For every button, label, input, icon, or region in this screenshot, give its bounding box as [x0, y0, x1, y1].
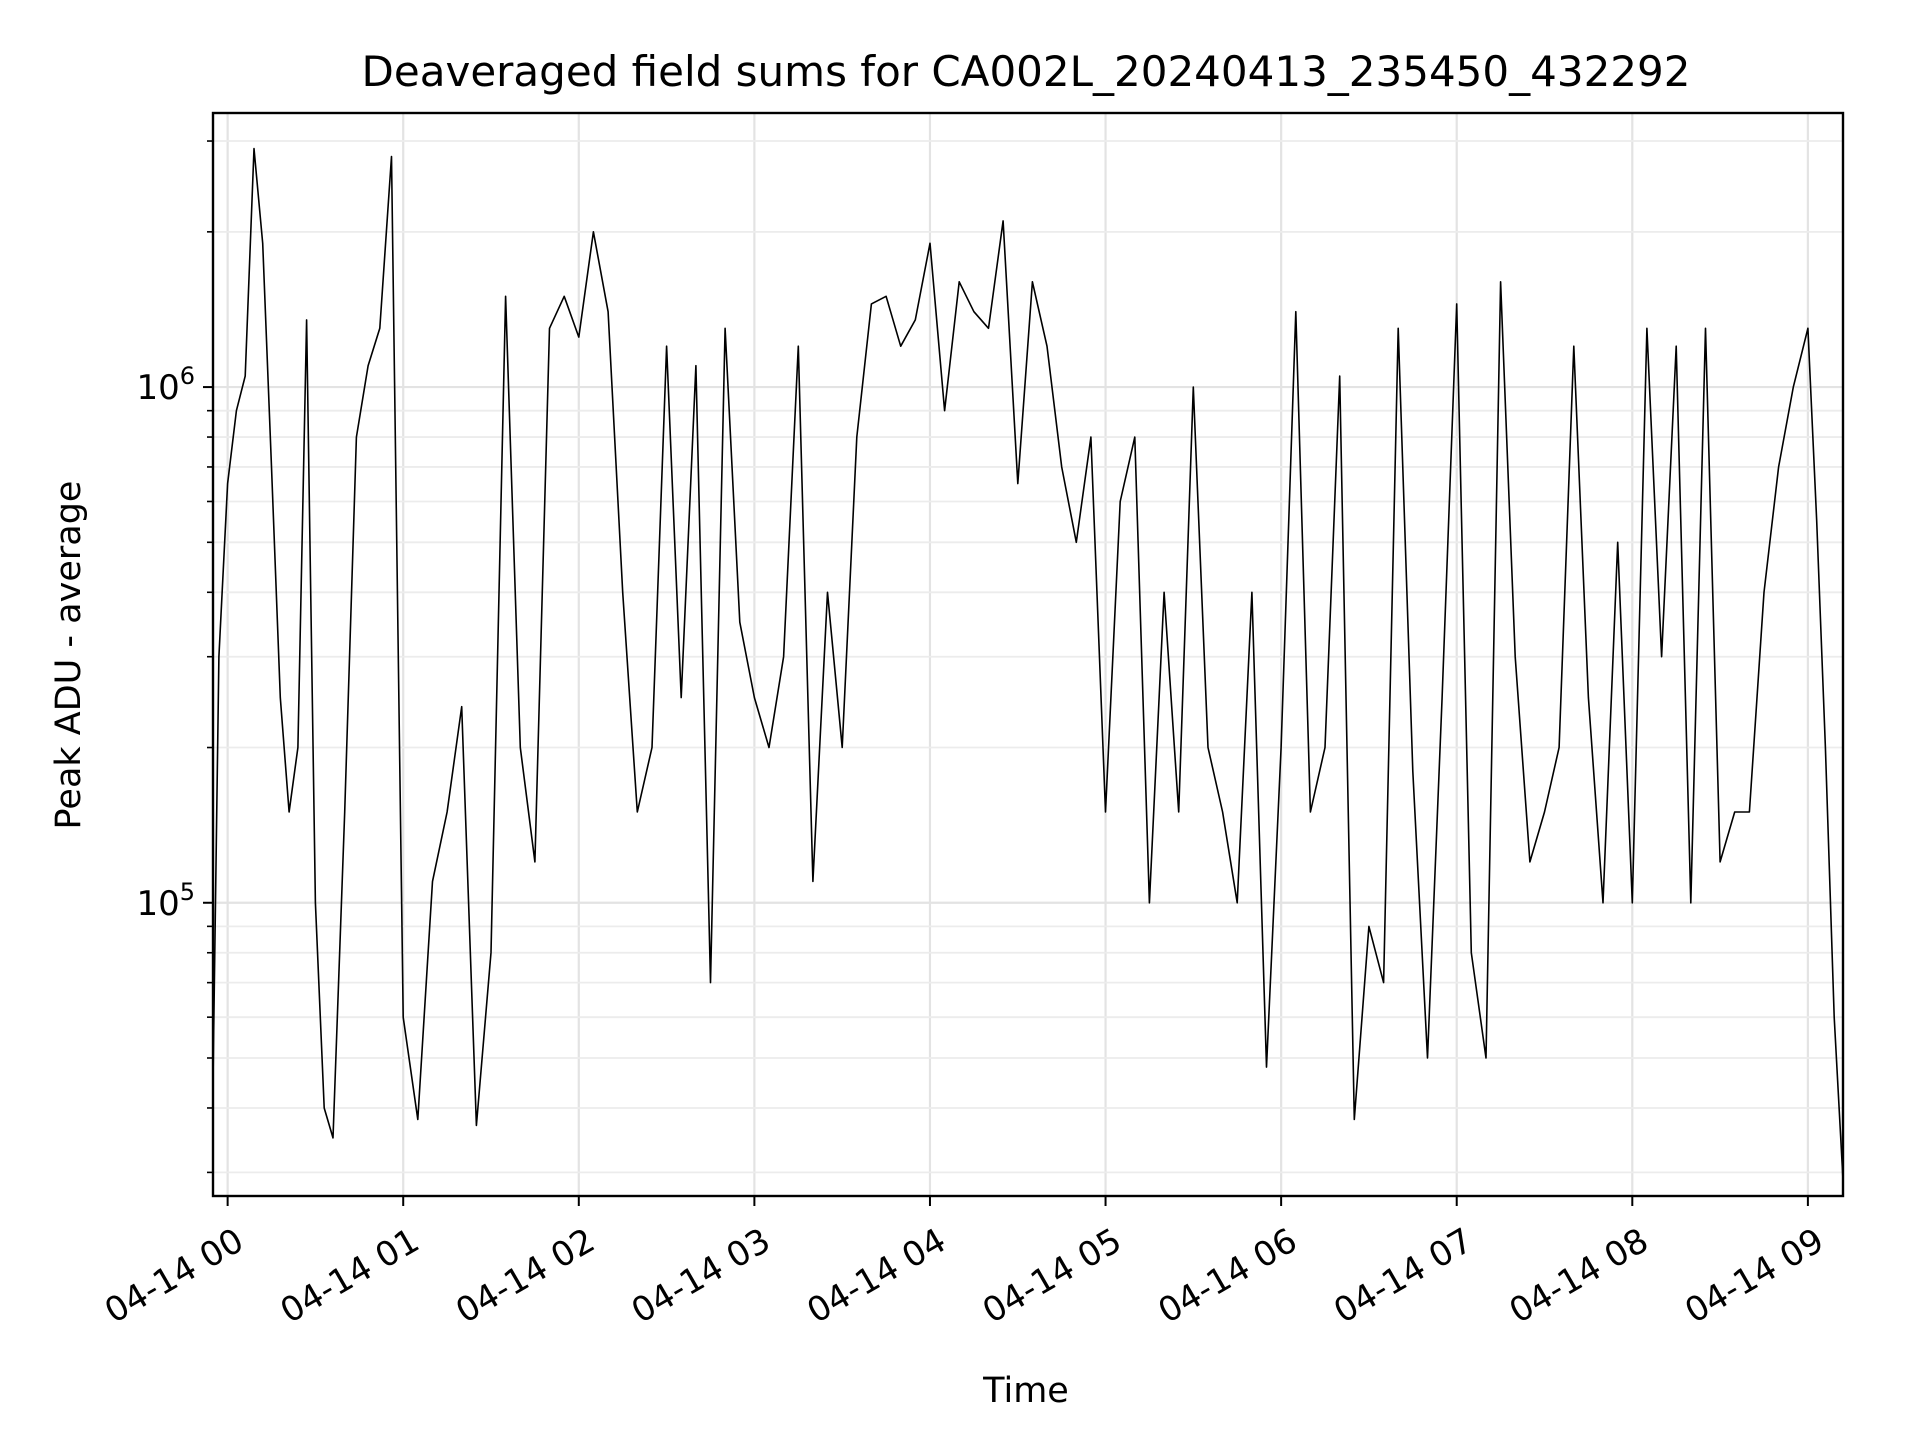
y-axis-label: Peak ADU - average — [49, 481, 89, 830]
series-line — [212, 147, 1844, 1181]
gridlines — [213, 113, 1843, 1196]
chart-title: Deaveraged field sums for CA002L_2024041… — [362, 47, 1691, 96]
data-series — [212, 147, 1844, 1181]
y-axis-ticks: 105 106 — [136, 140, 213, 1174]
x-axis-label: Time — [982, 1371, 1069, 1411]
y-tick-label: 106 — [136, 362, 195, 408]
plot-area-frame — [211, 111, 1845, 1198]
y-tick-label: 105 — [136, 878, 195, 924]
